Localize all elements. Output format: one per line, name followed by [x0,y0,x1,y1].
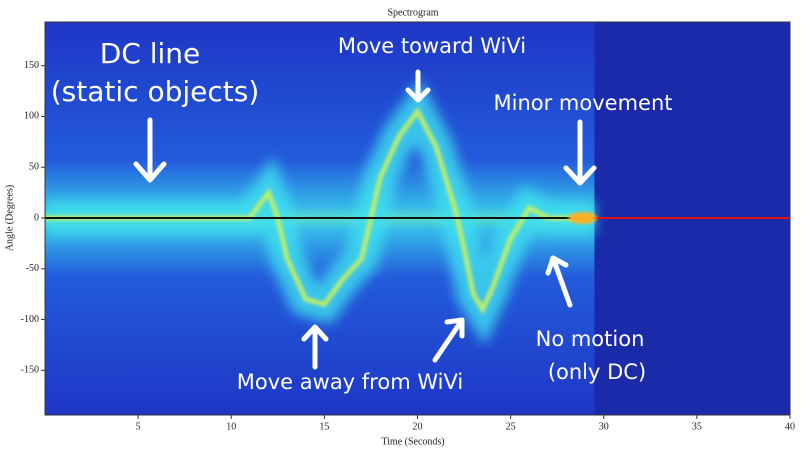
x-tick-label: 25 [506,421,516,432]
annotation: (only DC) [548,360,646,384]
annotation: Move away from WiVi [237,370,463,394]
annotation: No motion [536,327,645,351]
energy-core [45,106,595,315]
y-tick-label: -50 [26,263,39,274]
y-tick-label: 150 [24,60,39,71]
arrow [545,255,573,308]
x-tick-label: 15 [319,421,329,432]
x-tick-label: 30 [599,421,609,432]
annotation: DC line [100,37,201,70]
arrow [432,317,465,363]
annotation: Move toward WiVi [338,34,526,58]
x-tick-label: 10 [226,421,236,432]
x-axis-label: Time (Seconds) [381,436,444,447]
arrow [405,69,431,103]
x-tick-label: 5 [136,421,141,432]
arrow [133,117,167,183]
y-tick-label: -150 [21,365,39,376]
chart-title: Spectrogram [387,7,438,18]
y-tick-label: 100 [24,111,39,122]
annotations: DC line (static objects) Move toward WiV… [51,34,673,394]
annotation: Minor movement [494,91,673,115]
x-tick-label: 40 [785,421,795,432]
x-tick-label: 35 [692,421,702,432]
y-tick-label: 50 [29,162,39,173]
y-tick-label: -100 [21,314,39,325]
dc-hotspot [568,211,597,224]
annotation: (static objects) [51,75,260,108]
y-axis-label: Angle (Degrees) [4,185,15,251]
y-tick-label: 0 [34,212,39,223]
arrow [301,324,329,370]
x-tick-label: 20 [413,421,423,432]
arrow [563,119,597,186]
plot-area [45,22,790,415]
